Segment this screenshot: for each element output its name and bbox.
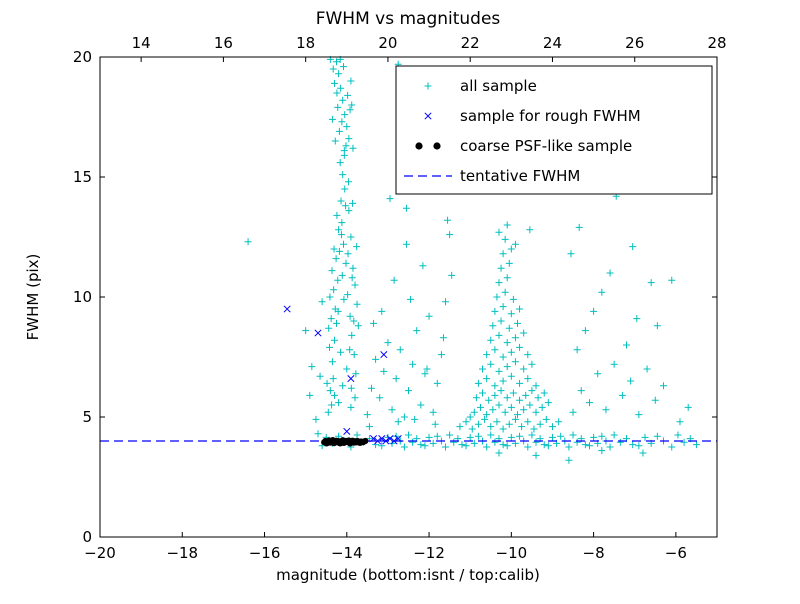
x-top-tick-label: 18 bbox=[296, 34, 315, 52]
x-top-tick-label: 24 bbox=[543, 34, 562, 52]
x-top-tick-label: 22 bbox=[461, 34, 480, 52]
x-top-tick-label: 26 bbox=[625, 34, 644, 52]
series-coarse-psf-like-sample bbox=[321, 436, 369, 447]
legend-marker-plus bbox=[424, 82, 432, 90]
legend-label: coarse PSF-like sample bbox=[460, 137, 632, 155]
x-bottom-tick-label: −10 bbox=[496, 544, 528, 562]
legend-label: tentative FWHM bbox=[460, 167, 580, 185]
series-all-sample bbox=[244, 55, 700, 464]
x-bottom-tick-label: −18 bbox=[166, 544, 198, 562]
x-bottom-tick-label: −8 bbox=[583, 544, 605, 562]
legend-marker-dot bbox=[433, 142, 441, 150]
legend-box bbox=[395, 65, 713, 195]
x-bottom-tick-label: −12 bbox=[413, 544, 445, 562]
x-bottom-tick-label: −20 bbox=[84, 544, 116, 562]
y-tick-label: 0 bbox=[82, 528, 92, 546]
legend-marker-x bbox=[424, 112, 432, 120]
legend-label: sample for rough FWHM bbox=[460, 107, 641, 125]
legend: all sample sample for rough FWHM coarse PS… bbox=[395, 65, 713, 195]
scatter-point bbox=[362, 437, 369, 445]
y-tick-label: 10 bbox=[73, 288, 92, 306]
series-sample-for-rough-fwhm bbox=[283, 305, 402, 445]
x-top-tick-label: 14 bbox=[132, 34, 151, 52]
x-bottom-tick-label: −6 bbox=[665, 544, 687, 562]
plot-area: −20 −18 −16 −14 −12 −10 −8 −6 14 16 18 20 22 24 26 28 0 5… bbox=[73, 34, 727, 562]
x-bottom-tick-label: −16 bbox=[249, 544, 281, 562]
x-top-tick-label: 20 bbox=[378, 34, 397, 52]
y-tick-label: 5 bbox=[82, 408, 92, 426]
legend-label: all sample bbox=[460, 77, 537, 95]
y-tick-label: 15 bbox=[73, 168, 92, 186]
x-bottom-tick-label: −14 bbox=[331, 544, 363, 562]
chart-title: FWHM vs magnitudes bbox=[316, 9, 501, 29]
x-axis-label: magnitude (bottom:isnt / top:calib) bbox=[276, 566, 540, 584]
x-top-tick-label: 28 bbox=[707, 34, 726, 52]
x-top-tick-label: 16 bbox=[214, 34, 233, 52]
legend-marker-dot bbox=[415, 142, 423, 150]
y-tick-label: 20 bbox=[73, 48, 92, 66]
y-axis-label: FWHM (pix) bbox=[24, 254, 42, 341]
